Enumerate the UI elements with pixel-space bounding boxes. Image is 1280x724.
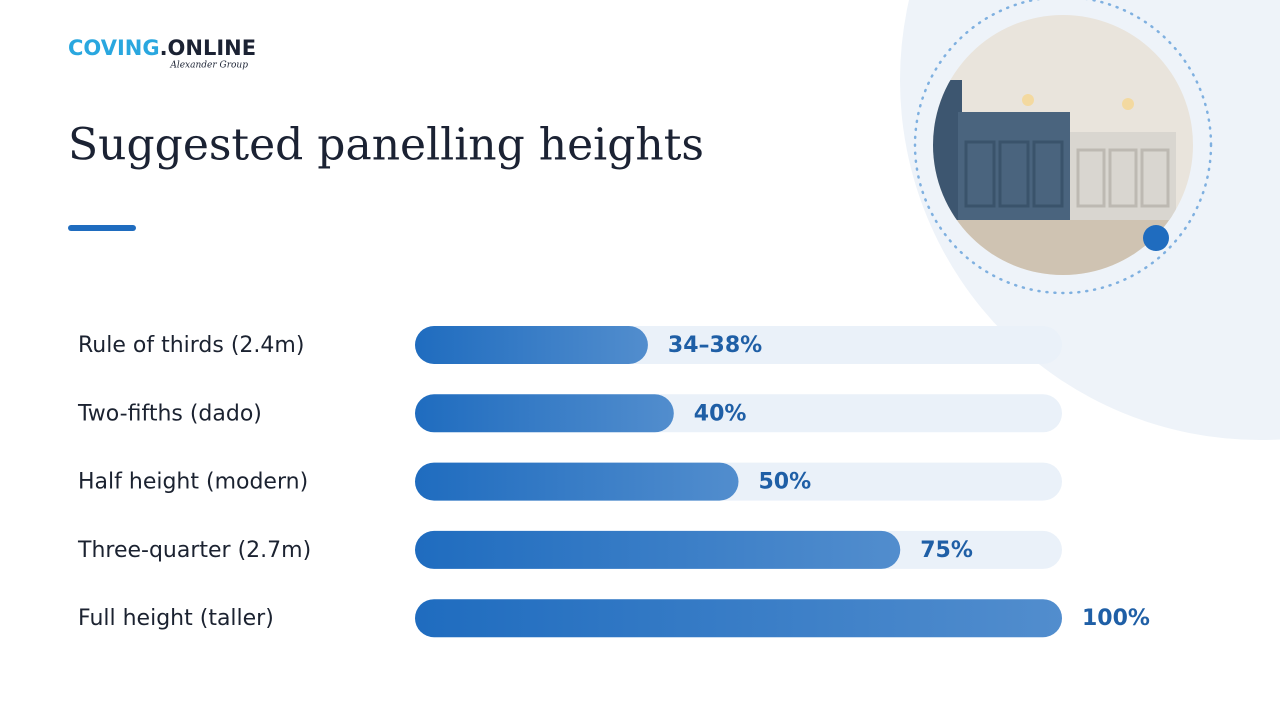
value-label: 100% (1082, 606, 1150, 631)
value-label: 34–38% (668, 333, 762, 358)
brand-tagline: Alexander Group (169, 61, 248, 71)
category-label: Two-fifths (dado) (77, 401, 262, 426)
category-label: Full height (taller) (78, 606, 274, 631)
dotted-ring (913, 0, 1213, 295)
bar (415, 462, 739, 501)
bar (415, 394, 674, 433)
title-underline (68, 225, 136, 231)
category-label: Rule of thirds (2.4m) (78, 333, 304, 358)
brand-secondary: .ONLINE (160, 36, 257, 60)
brand-logo: COVING.ONLINE (68, 36, 256, 60)
brand-primary: COVING (68, 36, 160, 60)
value-label: 50% (759, 470, 812, 495)
bar (415, 599, 1062, 638)
value-label: 40% (694, 401, 747, 426)
value-label: 75% (920, 538, 973, 563)
category-label: Half height (modern) (78, 470, 308, 495)
bar (415, 326, 648, 364)
accent-dot (1143, 225, 1169, 251)
category-label: Three-quarter (2.7m) (77, 538, 311, 563)
chart-title: Suggested panelling heights (68, 120, 704, 171)
bar (415, 530, 901, 569)
